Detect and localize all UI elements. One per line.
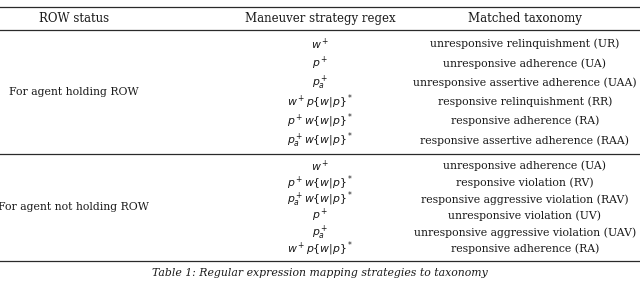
Text: unresponsive aggressive violation (UAV): unresponsive aggressive violation (UAV) [413, 227, 636, 238]
Text: For agent not holding ROW: For agent not holding ROW [0, 202, 149, 212]
Text: $p_a^+w\{w|p\}^*$: $p_a^+w\{w|p\}^*$ [287, 190, 353, 209]
Text: responsive adherence (RA): responsive adherence (RA) [451, 116, 599, 126]
Text: $p_a^+$: $p_a^+$ [312, 223, 328, 241]
Text: responsive assertive adherence (RAA): responsive assertive adherence (RAA) [420, 135, 629, 146]
Text: $p^+$: $p^+$ [312, 207, 328, 224]
Text: unresponsive adherence (UA): unresponsive adherence (UA) [444, 161, 606, 171]
Text: For agent holding ROW: For agent holding ROW [9, 87, 138, 97]
Text: responsive violation (RV): responsive violation (RV) [456, 177, 594, 188]
Text: $w^+$: $w^+$ [311, 36, 329, 52]
Text: $p^+w\{w|p\}^*$: $p^+w\{w|p\}^*$ [287, 112, 353, 130]
Text: unresponsive assertive adherence (UAA): unresponsive assertive adherence (UAA) [413, 77, 637, 88]
Text: $p^+$: $p^+$ [312, 55, 328, 72]
Text: responsive adherence (RA): responsive adherence (RA) [451, 244, 599, 254]
Text: responsive aggressive violation (RAV): responsive aggressive violation (RAV) [421, 194, 628, 204]
Text: ROW status: ROW status [38, 12, 109, 25]
Text: $w^+p\{w|p\}^*$: $w^+p\{w|p\}^*$ [287, 240, 353, 258]
Text: $w^+p\{w|p\}^*$: $w^+p\{w|p\}^*$ [287, 92, 353, 111]
Text: $p_a^+w\{w|p\}^*$: $p_a^+w\{w|p\}^*$ [287, 131, 353, 150]
Text: unresponsive adherence (UA): unresponsive adherence (UA) [444, 58, 606, 69]
Text: $p^+w\{w|p\}^*$: $p^+w\{w|p\}^*$ [287, 173, 353, 192]
Text: unresponsive violation (UV): unresponsive violation (UV) [448, 211, 602, 221]
Text: Table 1: Regular expression mapping strategies to taxonomy: Table 1: Regular expression mapping stra… [152, 268, 488, 278]
Text: $w^+$: $w^+$ [311, 158, 329, 174]
Text: Maneuver strategy regex: Maneuver strategy regex [244, 12, 396, 25]
Text: responsive relinquishment (RR): responsive relinquishment (RR) [438, 96, 612, 107]
Text: unresponsive relinquishment (UR): unresponsive relinquishment (UR) [430, 39, 620, 49]
Text: Matched taxonomy: Matched taxonomy [468, 12, 582, 25]
Text: $p_a^+$: $p_a^+$ [312, 73, 328, 92]
